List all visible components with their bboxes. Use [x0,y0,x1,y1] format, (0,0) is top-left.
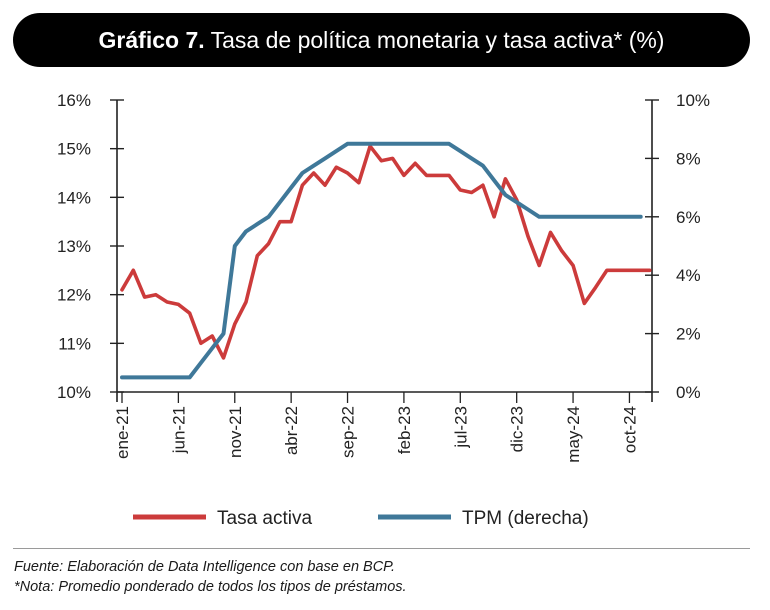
y-left-tick-label: 11% [58,334,91,353]
legend-label: TPM (derecha) [462,508,589,529]
line-chart: 10% 11% 12% 13% 14% 15% 16% 0% 2% 4% 6% 8% 10% ene-21… [57,91,710,529]
x-tick-label: abr-22 [282,406,301,455]
y-right-tick-label: 2% [676,325,701,344]
chart-title-banner: Gráfico 7. Tasa de política monetaria y … [13,13,750,67]
chart-legend: Tasa activa TPM (derecha) [133,508,589,529]
axes-group: 10% 11% 12% 13% 14% 15% 16% 0% 2% 4% 6% 8% 10% ene-21… [57,91,710,463]
y-right-tick-label: 0% [676,383,701,402]
footer-divider [13,548,750,549]
source-note: Fuente: Elaboración de Data Intelligence… [14,559,396,575]
y-right-tick-label: 8% [676,149,701,168]
y-left-tick-label: 10% [57,383,91,402]
y-left-tick-label: 14% [57,188,91,207]
y-left-tick-label: 16% [57,91,91,110]
x-tick-label: feb-23 [395,406,414,454]
x-tick-label: ene-21 [113,406,132,459]
y-left-tick-label: 15% [57,140,91,159]
y-right-tick-label: 4% [676,266,701,285]
series-lines [120,141,652,380]
footnote: *Nota: Promedio ponderado de todos los t… [14,579,407,595]
y-right-tick-label: 10% [676,91,710,110]
y-right-tick-label: 6% [676,208,701,227]
x-tick-label: may-24 [564,406,583,463]
chart-number-label: Gráfico 7. [98,26,205,53]
series-line-tasa-activa [120,144,652,360]
series-line-tpm-derecha [120,141,643,380]
x-tick-label: nov-21 [226,406,245,458]
legend-label: Tasa activa [217,508,312,529]
y-left-tick-label: 12% [57,286,91,305]
x-tick-label: jul-23 [451,406,470,449]
x-tick-label: dic-23 [508,406,527,452]
y-left-tick-label: 13% [57,237,91,256]
x-tick-label: sep-22 [339,406,358,458]
x-tick-label: jun-21 [169,406,188,454]
x-tick-label: oct-24 [620,406,639,453]
chart-title: Tasa de política monetaria y tasa activa… [210,26,665,53]
